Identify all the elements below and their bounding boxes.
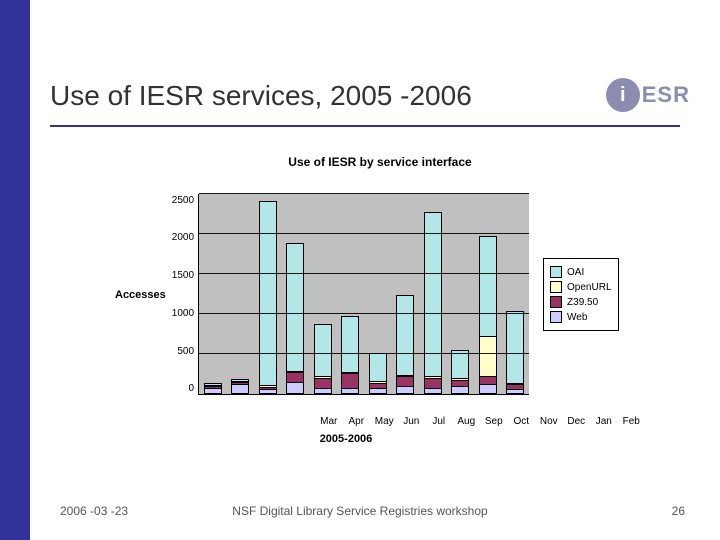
y-tick: 1000 [172, 308, 194, 319]
x-tick: Apr [347, 416, 365, 427]
bar-segment-oai [341, 316, 359, 372]
bar-segment-web [479, 384, 497, 394]
bar-segment-oai [479, 236, 497, 336]
x-axis-wrapper: Mar Apr May Jun Jul Aug Sep Oct Nov Dec Jan Feb 200… [181, 412, 645, 445]
bar-column [451, 350, 469, 394]
x-tick: Nov [540, 416, 558, 427]
bar-segment-oai [259, 201, 277, 385]
legend-swatch [550, 281, 562, 293]
y-axis-label: Accesses [115, 289, 166, 301]
legend-item: Z39.50 [550, 296, 611, 308]
bar-segment-web [259, 389, 277, 394]
bar-segment-web [286, 382, 304, 394]
iesr-logo: i ESR [606, 78, 690, 112]
bar-segment-web [506, 389, 524, 394]
y-tick: 2000 [172, 232, 194, 243]
chart-body: Accesses 2500 2000 1500 1000 500 0 OAI OpenURL… [115, 177, 645, 412]
bar-column [259, 201, 277, 394]
x-tick: Dec [567, 416, 585, 427]
bar-column [204, 383, 222, 394]
bar-segment-web [451, 386, 469, 394]
legend-label: OpenURL [567, 282, 611, 293]
logo-text: ESR [642, 82, 690, 108]
gridline [199, 193, 529, 194]
y-tick: 500 [172, 346, 194, 357]
bar-segment-oai [424, 212, 442, 376]
x-axis-label: 2005-2006 [181, 433, 511, 445]
x-tick: Sep [485, 416, 503, 427]
bar-segment-web [424, 388, 442, 394]
gridline [199, 313, 529, 314]
bar-segment-z3950 [314, 378, 332, 388]
logo-circle: i [606, 78, 640, 112]
slide: Use of IESR services, 2005 -2006 i ESR U… [0, 0, 720, 540]
legend-item: OpenURL [550, 281, 611, 293]
page-title: Use of IESR services, 2005 -2006 [50, 80, 472, 112]
bar-segment-openurl [479, 336, 497, 376]
legend: OAI OpenURL Z39.50 Web [543, 258, 618, 331]
bars-container [199, 194, 529, 394]
bar-column [424, 212, 442, 394]
legend-label: Z39.50 [567, 297, 598, 308]
legend-label: OAI [567, 267, 584, 278]
chart: Use of IESR by service interface Accesse… [115, 155, 645, 455]
y-axis-ticks: 2500 2000 1500 1000 500 0 [172, 195, 198, 395]
sidebar-stripe [0, 0, 30, 540]
footer-page: 26 [672, 504, 685, 518]
legend-label: Web [567, 312, 587, 323]
bar-segment-web [231, 384, 249, 394]
legend-item: OAI [550, 266, 611, 278]
x-tick: Mar [320, 416, 338, 427]
legend-swatch [550, 311, 562, 323]
bar-column [231, 379, 249, 394]
gridline [199, 353, 529, 354]
bar-column [396, 295, 414, 394]
bar-column [314, 324, 332, 394]
bar-segment-oai [314, 324, 332, 376]
bar-column [369, 353, 387, 394]
bar-segment-web [314, 388, 332, 394]
bar-column [479, 236, 497, 394]
x-tick: Oct [512, 416, 530, 427]
x-tick: Jul [430, 416, 448, 427]
bar-segment-z3950 [341, 373, 359, 387]
footer-center: NSF Digital Library Service Registries w… [0, 504, 720, 518]
title-underline [50, 125, 680, 127]
bar-segment-oai [286, 243, 304, 371]
x-tick: Jun [402, 416, 420, 427]
y-tick: 2500 [172, 195, 194, 206]
legend-swatch [550, 266, 562, 278]
chart-title: Use of IESR by service interface [115, 155, 645, 169]
x-tick: Feb [622, 416, 640, 427]
x-tick: May [375, 416, 393, 427]
plot-area [198, 194, 529, 395]
bar-segment-oai [506, 311, 524, 383]
bar-segment-web [341, 388, 359, 394]
x-tick: Jan [595, 416, 613, 427]
bar-segment-oai [451, 350, 469, 378]
bar-segment-oai [369, 353, 387, 381]
gridline [199, 233, 529, 234]
bar-segment-oai [396, 295, 414, 375]
gridline [199, 273, 529, 274]
bar-segment-web [396, 386, 414, 394]
legend-swatch [550, 296, 562, 308]
bar-segment-z3950 [424, 378, 442, 388]
y-tick: 1500 [172, 270, 194, 281]
bar-column [341, 316, 359, 394]
y-tick: 0 [172, 383, 194, 394]
bar-segment-web [369, 388, 387, 394]
bar-segment-z3950 [396, 376, 414, 386]
bar-column [286, 243, 304, 394]
legend-item: Web [550, 311, 611, 323]
bar-segment-z3950 [479, 376, 497, 384]
bar-segment-web [204, 388, 222, 394]
bar-segment-z3950 [286, 372, 304, 382]
x-tick: Aug [457, 416, 475, 427]
x-axis-ticks: Mar Apr May Jun Jul Aug Sep Oct Nov Dec Jan Feb [315, 412, 645, 427]
